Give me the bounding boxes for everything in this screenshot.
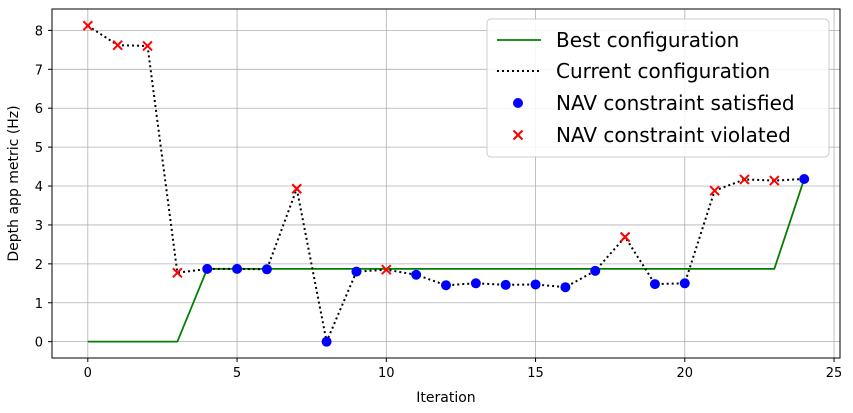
legend-swatch-x bbox=[512, 129, 524, 141]
y-tick-label: 0 bbox=[35, 336, 43, 351]
data-point-satisfied bbox=[649, 279, 660, 290]
marker-stroke bbox=[739, 174, 750, 185]
legend-swatch-circle bbox=[513, 98, 523, 108]
x-tick-label: 25 bbox=[826, 366, 843, 381]
legend-item: NAV constraint satisfied bbox=[513, 91, 795, 115]
marker-stroke bbox=[381, 264, 392, 275]
marker-stroke bbox=[142, 40, 153, 52]
data-point-satisfied bbox=[441, 280, 451, 291]
y-axis-label: Depth app metric (Hz) bbox=[6, 105, 22, 261]
x-tick-label: 5 bbox=[233, 366, 241, 381]
marker-stroke bbox=[291, 183, 302, 194]
legend-item: Best configuration bbox=[497, 28, 739, 52]
data-point-satisfied bbox=[500, 279, 511, 290]
y-tick-label: 7 bbox=[35, 63, 43, 78]
x-tick-label: 10 bbox=[378, 366, 395, 381]
data-point-violated bbox=[142, 40, 153, 52]
data-point-violated bbox=[112, 39, 123, 51]
data-point-violated bbox=[709, 185, 720, 196]
series-markers-nav-constraint-violated bbox=[82, 20, 780, 278]
legend-item: Current configuration bbox=[497, 59, 770, 83]
legend-label: Best configuration bbox=[556, 28, 739, 52]
data-point-satisfied bbox=[411, 269, 422, 280]
data-point-violated bbox=[291, 183, 302, 194]
data-point-violated bbox=[381, 264, 392, 275]
legend: Best configuration Current configuration N… bbox=[486, 18, 830, 158]
axes-frame bbox=[51, 8, 841, 359]
data-point-satisfied bbox=[321, 336, 332, 347]
y-tick-label: 8 bbox=[35, 24, 43, 39]
data-point-violated bbox=[619, 231, 631, 243]
legend-label: NAV constraint violated bbox=[556, 123, 791, 147]
marker-stroke bbox=[709, 185, 720, 196]
data-point-satisfied bbox=[202, 263, 213, 274]
x-tick-label: 0 bbox=[84, 366, 92, 381]
y-tick-label: 2 bbox=[35, 258, 43, 273]
data-point-satisfied bbox=[679, 278, 690, 289]
data-point-violated bbox=[82, 20, 94, 31]
data-point-satisfied bbox=[560, 282, 571, 293]
x-tick-label: 15 bbox=[527, 366, 544, 381]
data-point-violated bbox=[172, 267, 183, 278]
data-point-satisfied bbox=[261, 264, 272, 275]
y-tick-label: 6 bbox=[35, 102, 43, 117]
y-tick-label: 5 bbox=[35, 141, 43, 156]
legend-label: Current configuration bbox=[556, 59, 770, 83]
marker-stroke bbox=[112, 39, 123, 51]
y-tick-label: 1 bbox=[35, 297, 43, 312]
marker-stroke bbox=[619, 231, 631, 243]
x-tick-label: 20 bbox=[677, 366, 694, 381]
data-point-satisfied bbox=[799, 174, 810, 185]
legend-box bbox=[486, 18, 830, 158]
marker-stroke bbox=[82, 20, 94, 31]
y-tick-label: 4 bbox=[35, 180, 43, 195]
x-axis-label: Iteration bbox=[416, 390, 475, 406]
data-point-satisfied bbox=[590, 265, 601, 276]
y-tick-label: 3 bbox=[35, 219, 43, 234]
grid-lines bbox=[52, 9, 840, 358]
data-point-satisfied bbox=[530, 279, 541, 290]
legend-label: NAV constraint satisfied bbox=[556, 91, 795, 115]
data-point-satisfied bbox=[232, 263, 243, 274]
marker-stroke bbox=[769, 175, 780, 186]
marker-stroke bbox=[172, 267, 183, 278]
series-markers-nav-constraint-satisfied bbox=[202, 174, 810, 347]
data-point-violated bbox=[739, 174, 750, 185]
legend-item: NAV constraint violated bbox=[512, 123, 791, 147]
data-point-violated bbox=[769, 175, 780, 186]
data-point-satisfied bbox=[470, 278, 481, 289]
data-point-satisfied bbox=[351, 266, 362, 277]
